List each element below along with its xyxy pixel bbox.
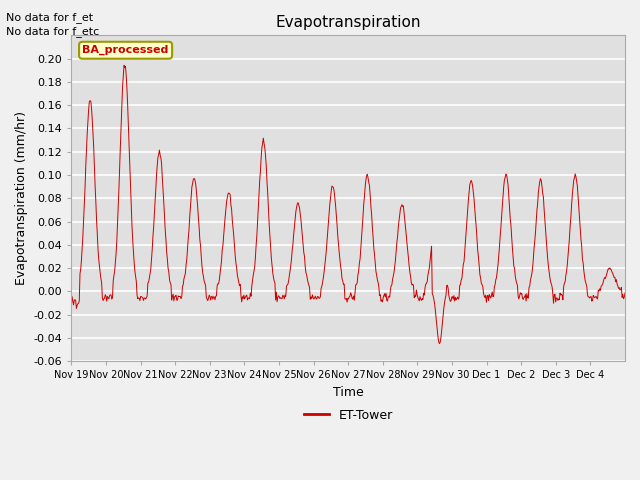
- Y-axis label: Evapotranspiration (mm/hr): Evapotranspiration (mm/hr): [15, 111, 28, 285]
- Text: No data for f_etc: No data for f_etc: [6, 26, 100, 37]
- X-axis label: Time: Time: [333, 386, 364, 399]
- Text: No data for f_et: No data for f_et: [6, 12, 93, 23]
- Title: Evapotranspiration: Evapotranspiration: [275, 15, 421, 30]
- Legend: ET-Tower: ET-Tower: [298, 404, 398, 427]
- Text: BA_processed: BA_processed: [83, 45, 169, 55]
